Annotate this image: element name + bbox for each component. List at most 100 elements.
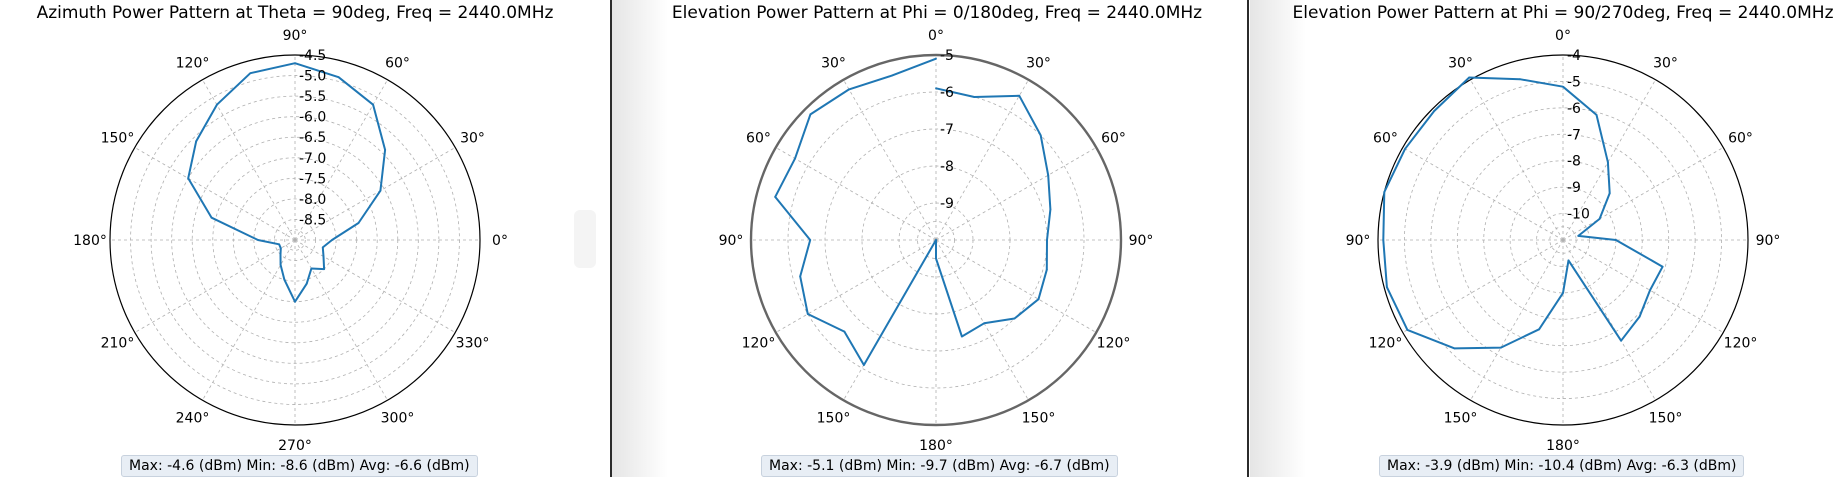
angular-grid-line [294,239,456,333]
polar-frame [749,53,1123,427]
angle-tick-label: 120° [742,336,776,352]
angle-tick-label: 150° [1022,411,1056,427]
radial-tick-label: -9 [940,196,954,212]
data-point [1046,239,1048,241]
stats-readout: Max: -5.1 (dBm) Min: -9.7 (dBm) Avg: -6.… [761,455,1118,477]
data-point [1045,268,1048,271]
data-point [1607,161,1609,164]
data-point [799,275,802,278]
data-point [279,247,282,250]
angle-tick-label: 30° [821,55,846,71]
data-point [1519,78,1521,81]
angle-tick-label: 90° [1129,233,1154,249]
radial-tick-label: -6 [1567,101,1581,117]
angular-grid-line [843,79,937,241]
chart-title: Azimuth Power Pattern at Theta = 90deg, … [37,3,554,23]
data-point [294,62,296,65]
data-point [806,313,809,315]
radial-tick-label: -8 [940,159,954,175]
data-series-line [1382,76,1664,350]
data-point [210,216,213,219]
radial-tick-label: -4 [1567,48,1581,64]
data-point [1661,265,1664,268]
radial-tick-label: -7 [1567,127,1581,143]
angle-tick-label: 90° [1756,233,1781,249]
angle-tick-label: 270° [278,438,312,454]
angular-grid-line [1562,239,1656,401]
data-point [935,87,937,90]
panel-divider[interactable] [610,0,612,477]
angular-grid [1378,55,1748,425]
angle-tick-label: 180° [73,233,107,249]
data-point [1433,110,1435,112]
angle-tick-label: 150° [1444,411,1478,427]
data-point [774,196,777,198]
angle-tick-label: 300° [381,411,415,427]
angle-tick-label: 120° [1369,336,1403,352]
angle-tick-label: 30° [1448,55,1473,71]
angular-grid-line [775,147,937,241]
angle-tick-label: 0° [928,28,944,44]
data-point [1577,234,1580,237]
data-point [1499,346,1502,349]
data-point [983,322,985,325]
angle-tick-label: 120° [1724,336,1758,352]
data-point [215,103,218,106]
data-point [1638,315,1641,318]
data-point [1468,76,1471,79]
radial-tick-label: -5.5 [299,89,326,105]
radial-grid-circle [787,91,1085,389]
data-point [187,177,190,180]
radial-tick-label: -8.0 [299,192,326,208]
data-point [960,335,963,338]
data-point [1538,328,1540,331]
angle-tick-label: 210° [101,336,135,352]
data-point [1018,94,1021,97]
radial-grid-circle [150,95,440,385]
angular-grid-line [1402,239,1564,333]
data-point [1037,298,1040,301]
panel-divider-shadow [1250,0,1306,477]
angle-tick-label: 120° [176,55,210,71]
angular-grid-line [202,79,296,241]
angle-tick-label: 180° [1546,438,1580,454]
panel-divider[interactable] [1247,0,1249,477]
angular-grid-line [294,239,388,401]
data-point [843,330,846,333]
data-point [935,57,937,60]
angle-tick-label: 60° [1101,131,1126,147]
angle-tick-label: 0° [1555,28,1571,44]
angle-tick-label: 240° [176,411,210,427]
angular-grid-line [202,239,296,401]
angle-tick-label: 60° [1728,131,1753,147]
angular-grid-line [1470,239,1564,401]
data-point [337,76,340,79]
data-point [1567,259,1570,262]
stats-readout: Max: -4.6 (dBm) Min: -8.6 (dBm) Avg: -6.… [121,455,478,477]
radial-tick-label: -6.5 [299,130,326,146]
data-point [305,282,308,285]
data-point [278,243,281,246]
data-point [973,96,976,98]
data-point [891,74,893,77]
chart-title: Elevation Power Pattern at Phi = 0/180de… [672,3,1202,23]
angle-tick-label: 60° [385,55,410,71]
data-point [323,268,325,270]
angle-tick-label: 90° [1346,233,1371,249]
radial-tick-label: -8 [1567,154,1581,170]
resize-handle[interactable] [574,210,596,268]
data-point [935,239,937,241]
data-point [1383,191,1386,194]
data-point [1649,289,1651,292]
radial-tick-label: -5.0 [299,69,326,85]
elevation-phi0-polar-chart: Elevation Power Pattern at Phi = 0/180de… [672,3,1202,454]
data-point [249,72,252,75]
radial-grid-circle [171,116,419,364]
data-point [283,278,286,281]
angular-grid-line [294,147,456,241]
angular-grid-line [294,79,388,241]
data-point [372,103,375,106]
angular-grid [110,55,480,425]
data-point [935,257,937,260]
